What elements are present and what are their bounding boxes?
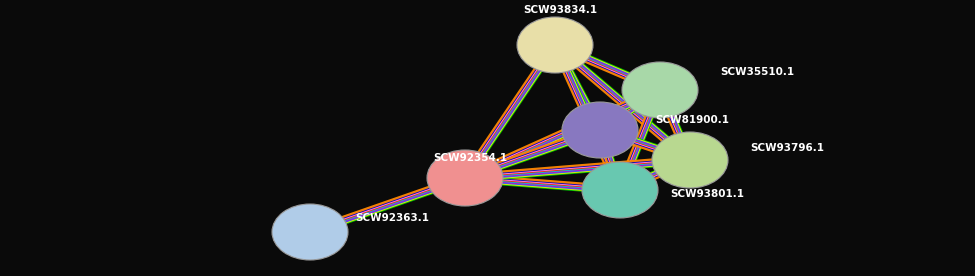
Ellipse shape	[562, 102, 638, 158]
Text: SCW92354.1: SCW92354.1	[433, 153, 507, 163]
Text: SCW93796.1: SCW93796.1	[750, 143, 824, 153]
Ellipse shape	[517, 17, 593, 73]
Text: SCW93801.1: SCW93801.1	[670, 189, 744, 199]
Text: SCW35510.1: SCW35510.1	[720, 67, 794, 77]
Ellipse shape	[622, 62, 698, 118]
Ellipse shape	[582, 162, 658, 218]
Text: SCW92363.1: SCW92363.1	[355, 213, 429, 223]
Text: SCW81900.1: SCW81900.1	[655, 115, 729, 125]
Ellipse shape	[652, 132, 728, 188]
Ellipse shape	[427, 150, 503, 206]
Text: SCW93834.1: SCW93834.1	[523, 5, 597, 15]
Ellipse shape	[272, 204, 348, 260]
